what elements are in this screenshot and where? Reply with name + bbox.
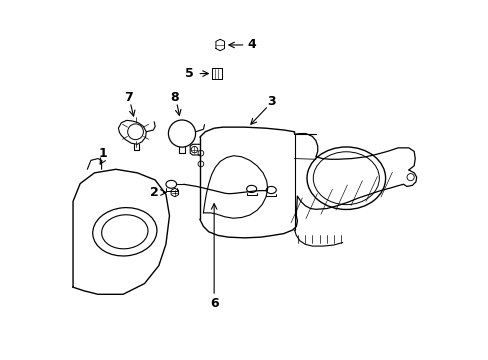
Text: 5: 5 <box>184 67 193 80</box>
Text: 6: 6 <box>209 297 218 310</box>
Text: 1: 1 <box>99 147 107 160</box>
Text: 2: 2 <box>150 186 159 199</box>
Text: 4: 4 <box>247 39 256 51</box>
Text: 8: 8 <box>170 91 179 104</box>
Text: 3: 3 <box>266 95 275 108</box>
Text: 7: 7 <box>124 91 133 104</box>
